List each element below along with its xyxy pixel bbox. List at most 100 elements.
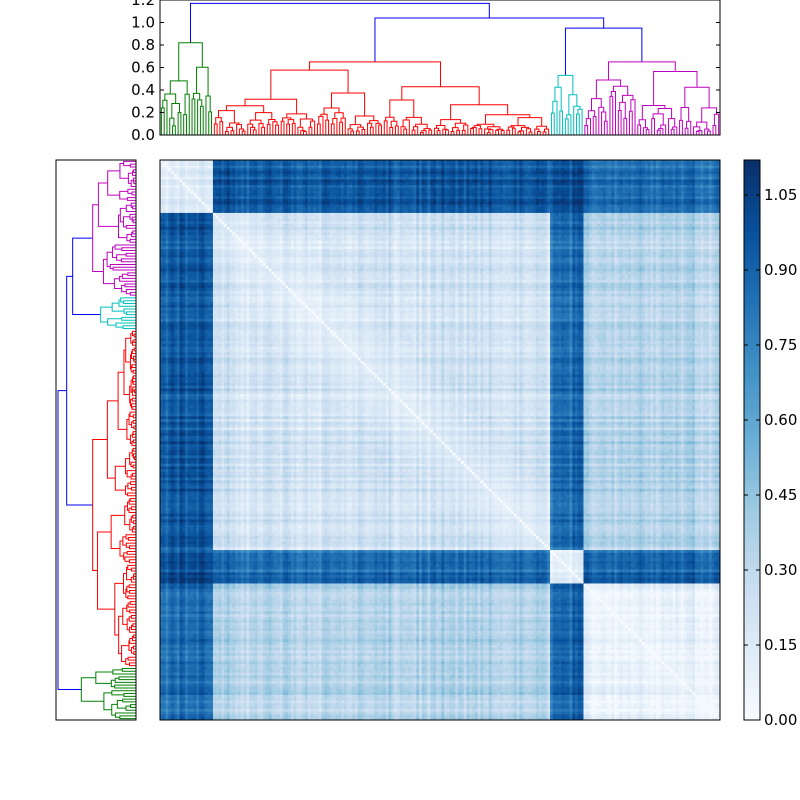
heatmap-cell [480,166,483,169]
heatmap-cell [221,163,224,166]
heatmap-cell [277,185,280,188]
heatmap-cell [383,168,386,171]
heatmap-cell [299,199,302,202]
heatmap-cell [453,171,456,174]
heatmap-cell [277,221,280,224]
heatmap-cell [464,205,467,208]
heatmap-cell [472,207,475,210]
heatmap-cell [539,163,542,166]
heatmap-cell [266,199,269,202]
heatmap-cell [377,199,380,202]
heatmap-cell [341,216,344,219]
heatmap-cell [542,210,545,213]
heatmap-cell [408,168,411,171]
heatmap-cell [525,205,528,208]
heatmap-cell [687,168,690,171]
heatmap-cell [600,171,603,174]
heatmap-cell [561,171,564,174]
heatmap-cell [230,168,233,171]
left-dendrogram-link [108,319,122,325]
heatmap-cell [302,216,305,219]
heatmap-cell [670,205,673,208]
heatmap-cell [310,213,313,216]
heatmap-cell [163,205,166,208]
heatmap-cell [478,168,481,171]
heatmap-cell [386,210,389,213]
heatmap-cell [514,191,517,194]
heatmap-cell [614,199,617,202]
heatmap-cell [252,210,255,213]
heatmap-cell [678,163,681,166]
heatmap-cell [302,210,305,213]
heatmap-cell [316,207,319,210]
heatmap-cell [703,182,706,185]
heatmap-cell [472,202,475,205]
heatmap-cell [299,188,302,191]
heatmap-cell [341,166,344,169]
heatmap-cell [391,216,394,219]
heatmap-cell [466,163,469,166]
heatmap-cell [394,177,397,180]
heatmap-cell [472,213,475,216]
heatmap-cell [249,216,252,219]
heatmap-cell [480,219,483,222]
heatmap-cell [508,168,511,171]
heatmap-cell [380,166,383,169]
heatmap-cell [561,207,564,210]
heatmap-cell [617,213,620,216]
heatmap-cell [408,185,411,188]
heatmap-cell [645,171,648,174]
heatmap-cell [625,213,628,216]
heatmap-cell [458,202,461,205]
heatmap-cell [294,174,297,177]
heatmap-cell [422,199,425,202]
heatmap-cell [386,166,389,169]
heatmap-cell [575,221,578,224]
heatmap-cell [174,191,177,194]
heatmap-cell [377,210,380,213]
heatmap-cell [168,182,171,185]
heatmap-cell [196,202,199,205]
heatmap-cell [238,213,241,216]
heatmap-cell [199,199,202,202]
heatmap-cell [252,219,255,222]
heatmap-cell [310,205,313,208]
heatmap-cell [606,166,609,169]
heatmap-cell [358,213,361,216]
heatmap-cell [544,219,547,222]
heatmap-cell [207,193,210,196]
heatmap-cell [402,177,405,180]
heatmap-cell [182,199,185,202]
heatmap-cell [210,199,213,202]
heatmap-cell [249,163,252,166]
heatmap-cell [450,177,453,180]
heatmap-cell [196,221,199,224]
heatmap-cell [283,185,286,188]
heatmap-cell [199,185,202,188]
heatmap-cell [687,180,690,183]
heatmap-cell [578,193,581,196]
heatmap-cell [458,213,461,216]
heatmap-cell [355,180,358,183]
heatmap-cell [706,202,709,205]
heatmap-cell [221,188,224,191]
heatmap-cell [313,188,316,191]
heatmap-cell [322,174,325,177]
heatmap-cell [391,163,394,166]
heatmap-cell [661,166,664,169]
heatmap-cell [244,185,247,188]
heatmap-cell [394,221,397,224]
heatmap-cell [606,174,609,177]
heatmap-cell [366,188,369,191]
heatmap-cell [611,193,614,196]
heatmap-cell [575,196,578,199]
heatmap-cell [333,207,336,210]
heatmap-cell [347,188,350,191]
heatmap-cell [700,185,703,188]
heatmap-cell [609,180,612,183]
heatmap-cell [366,196,369,199]
heatmap-cell [656,163,659,166]
heatmap-cell [544,210,547,213]
heatmap-cell [191,168,194,171]
heatmap-cell [500,182,503,185]
